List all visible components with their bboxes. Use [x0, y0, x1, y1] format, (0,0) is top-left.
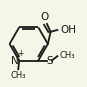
- Text: OH: OH: [60, 25, 76, 35]
- Text: N: N: [11, 56, 18, 66]
- Text: CH₃: CH₃: [59, 51, 75, 60]
- Text: O: O: [40, 12, 48, 22]
- Text: +: +: [17, 49, 24, 58]
- Text: CH₃: CH₃: [11, 71, 26, 80]
- Text: S: S: [46, 56, 53, 66]
